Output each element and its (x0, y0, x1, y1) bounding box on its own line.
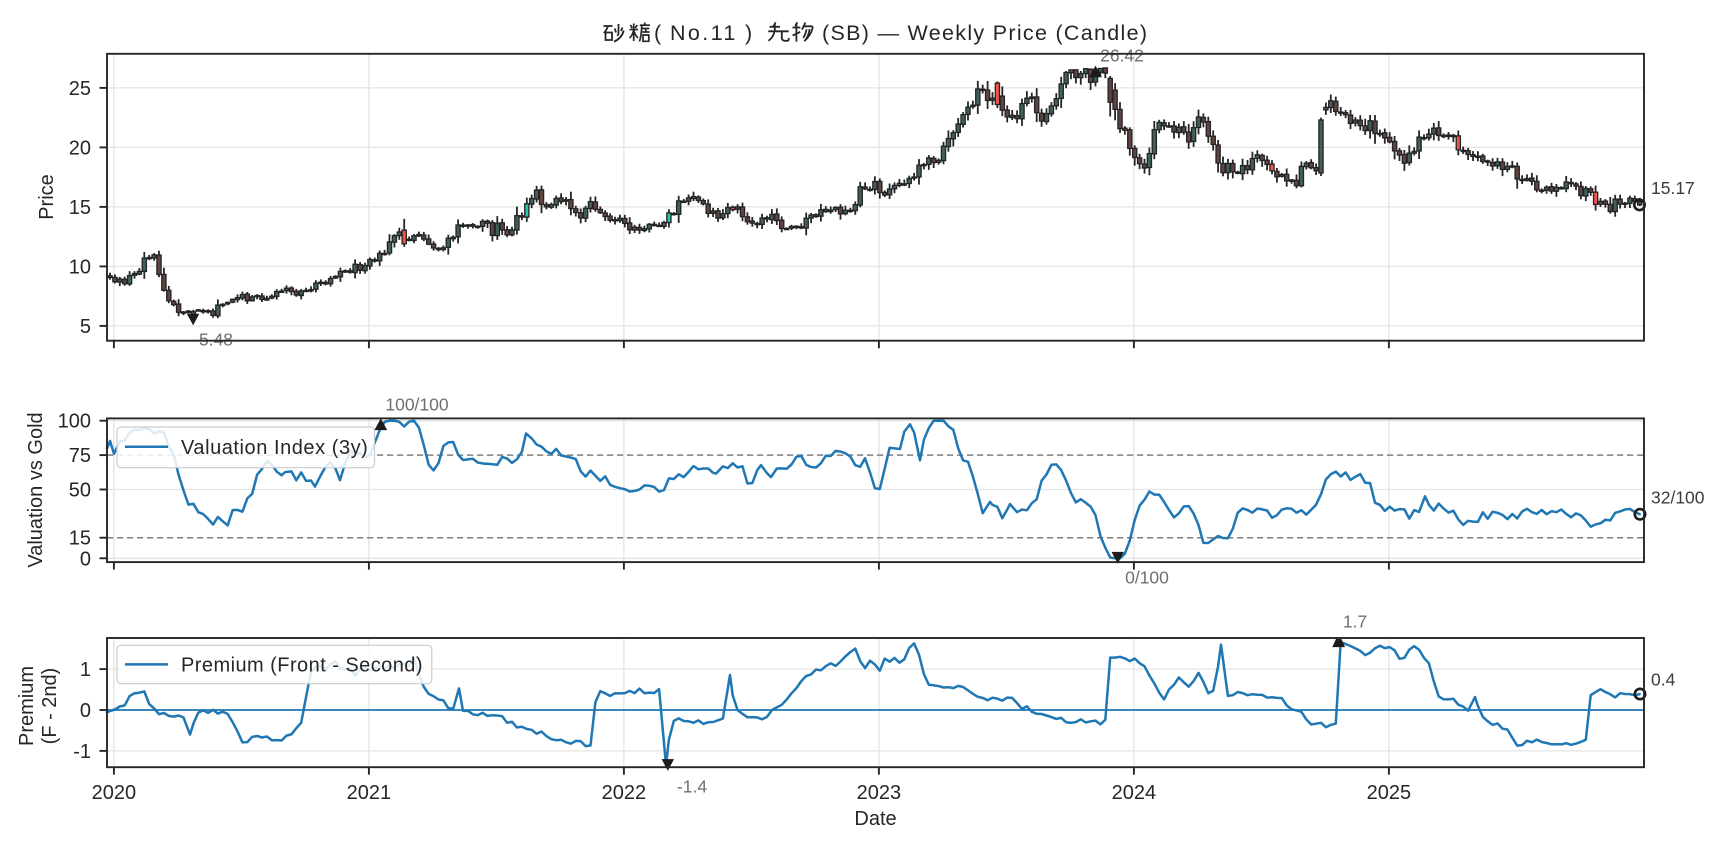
svg-text:Price: Price (36, 174, 58, 220)
svg-text:): ) (745, 21, 752, 45)
svg-text:(: ( (654, 21, 662, 45)
svg-text:Date: Date (854, 808, 896, 830)
svg-text:100/100: 100/100 (385, 395, 449, 415)
svg-text:-1.4: -1.4 (677, 777, 707, 797)
svg-text:15: 15 (69, 528, 91, 550)
svg-text:1.7: 1.7 (1343, 612, 1367, 632)
svg-text:2023: 2023 (857, 782, 902, 804)
svg-text:100: 100 (58, 411, 91, 433)
svg-text:1: 1 (80, 659, 91, 681)
svg-text:Valuation Index (3y): Valuation Index (3y) (181, 437, 368, 459)
svg-text:No.11: No.11 (670, 21, 738, 45)
svg-text:Premium: Premium (16, 666, 38, 746)
svg-text:Premium (Front - Second): Premium (Front - Second) (181, 655, 423, 677)
svg-text:25: 25 (69, 78, 91, 100)
svg-text:50: 50 (69, 480, 91, 502)
svg-text:32/100: 32/100 (1651, 487, 1705, 507)
svg-text:20: 20 (69, 137, 91, 159)
svg-text:5: 5 (80, 316, 91, 338)
svg-text:15.17: 15.17 (1651, 178, 1695, 198)
svg-text:2024: 2024 (1112, 782, 1157, 804)
svg-text:2022: 2022 (602, 782, 647, 804)
svg-text:0/100: 0/100 (1125, 568, 1169, 588)
svg-text:0: 0 (80, 700, 91, 722)
svg-text:2021: 2021 (347, 782, 392, 804)
svg-text:(SB) — Weekly Price (Candle): (SB) — Weekly Price (Candle) (822, 21, 1148, 45)
svg-text:0.4: 0.4 (1651, 670, 1676, 690)
svg-text:26.42: 26.42 (1100, 46, 1144, 66)
svg-text:15: 15 (69, 197, 91, 219)
svg-text:2020: 2020 (92, 782, 137, 804)
svg-text:5.48: 5.48 (199, 330, 233, 350)
svg-text:75: 75 (69, 445, 91, 467)
svg-text:10: 10 (69, 256, 91, 278)
svg-text:Valuation vs Gold: Valuation vs Gold (25, 412, 47, 567)
svg-text:0: 0 (80, 548, 91, 570)
svg-text:2025: 2025 (1367, 782, 1412, 804)
svg-text:-1: -1 (73, 741, 91, 763)
svg-text:(F - 2nd): (F - 2nd) (39, 668, 61, 745)
